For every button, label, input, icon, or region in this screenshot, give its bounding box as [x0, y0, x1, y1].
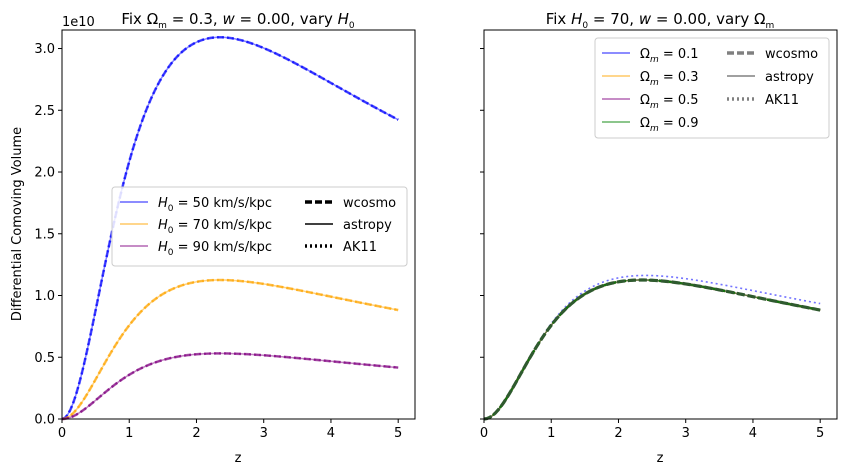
x-tick-label: 5: [394, 426, 402, 441]
right-axes-frame: [483, 29, 838, 420]
legend-label: H0 = 90 km/s/kpc: [158, 240, 272, 258]
legend-label: H0 = 50 km/s/kpc: [158, 196, 272, 214]
right-chart-title: Fix H0 = 70, w = 0.00, vary Ωm: [546, 10, 775, 31]
x-tick-label: 2: [614, 426, 622, 441]
right-x-ticks: 0 1 2 3 4 5: [480, 419, 824, 441]
legend-style-label: AK11: [343, 240, 377, 255]
y-tick-label: 2.0: [34, 166, 55, 181]
y-tick-label: 1.0: [34, 289, 55, 304]
left-x-axis-label: z: [235, 451, 242, 466]
legend-style-label: AK11: [765, 93, 799, 108]
series-line-ak11: [483, 274, 821, 420]
series-1-lines: [483, 274, 821, 420]
series-3-lines: [61, 352, 399, 421]
legend-label: H0 = 70 km/s/kpc: [158, 218, 272, 236]
right-plot-area: [483, 274, 821, 421]
x-tick-label: 4: [749, 426, 757, 441]
x-tick-label: 5: [816, 426, 824, 441]
x-tick-label: 0: [480, 426, 488, 441]
series-overlay-line: [483, 278, 821, 421]
right-x-axis-label: z: [657, 451, 664, 466]
x-tick-label: 3: [682, 426, 690, 441]
left-x-ticks: 0 1 2 3 4 5: [58, 419, 402, 441]
legend-label: Ωm = 0.9: [640, 116, 699, 134]
legend-style-label: astropy: [343, 218, 392, 233]
left-axes-frame: [61, 29, 416, 420]
right-legend: Ωm = 0.1 Ωm = 0.3 Ωm = 0.5 Ωm = 0.9 wcosmo as…: [594, 37, 830, 139]
right-legend-box: [594, 37, 830, 139]
x-tick-label: 0: [58, 426, 66, 441]
x-tick-label: 4: [327, 426, 335, 441]
legend-style-label: wcosmo: [343, 196, 396, 211]
left-legend: H0 = 50 km/s/kpc H0 = 70 km/s/kpc H0 = 90 …: [111, 186, 408, 267]
series-line-ak11: [61, 278, 399, 421]
series-2-lines: [61, 278, 399, 421]
left-legend-box: [111, 186, 408, 267]
y-tick-label: 1.5: [34, 227, 55, 242]
series-line-ak11: [61, 352, 399, 421]
y-tick-label: 3.0: [34, 42, 55, 57]
y-tick-label: 0.0: [34, 413, 55, 428]
legend-style-label: wcosmo: [765, 47, 818, 62]
left-chart-title: Fix Ωm = 0.3, w = 0.00, vary H0: [121, 10, 355, 31]
left-offset-label: 1e10: [62, 15, 95, 30]
legend-label: Ωm = 0.1: [640, 47, 699, 65]
left-y-ticks: 0.0 0.5 1.0 1.5 2.0 2.5 3.0: [34, 42, 62, 428]
legend-label: Ωm = 0.3: [640, 70, 699, 88]
x-tick-label: 3: [260, 426, 268, 441]
left-y-axis-label: Differential Comoving Volume: [10, 127, 25, 321]
right-y-ticks: [480, 48, 484, 420]
x-tick-label: 2: [192, 426, 200, 441]
x-tick-label: 1: [125, 426, 133, 441]
legend-style-label: astropy: [765, 70, 814, 85]
x-tick-label: 1: [547, 426, 555, 441]
left-panel: 0 1 2 3 4 5 0.0 0.5 1.0 1.5 2.0 2.5 3.0 1e10 Fix Ωm…: [10, 10, 416, 466]
y-tick-label: 0.5: [34, 351, 55, 366]
legend-label: Ωm = 0.5: [640, 93, 699, 111]
y-tick-label: 2.5: [34, 104, 55, 119]
